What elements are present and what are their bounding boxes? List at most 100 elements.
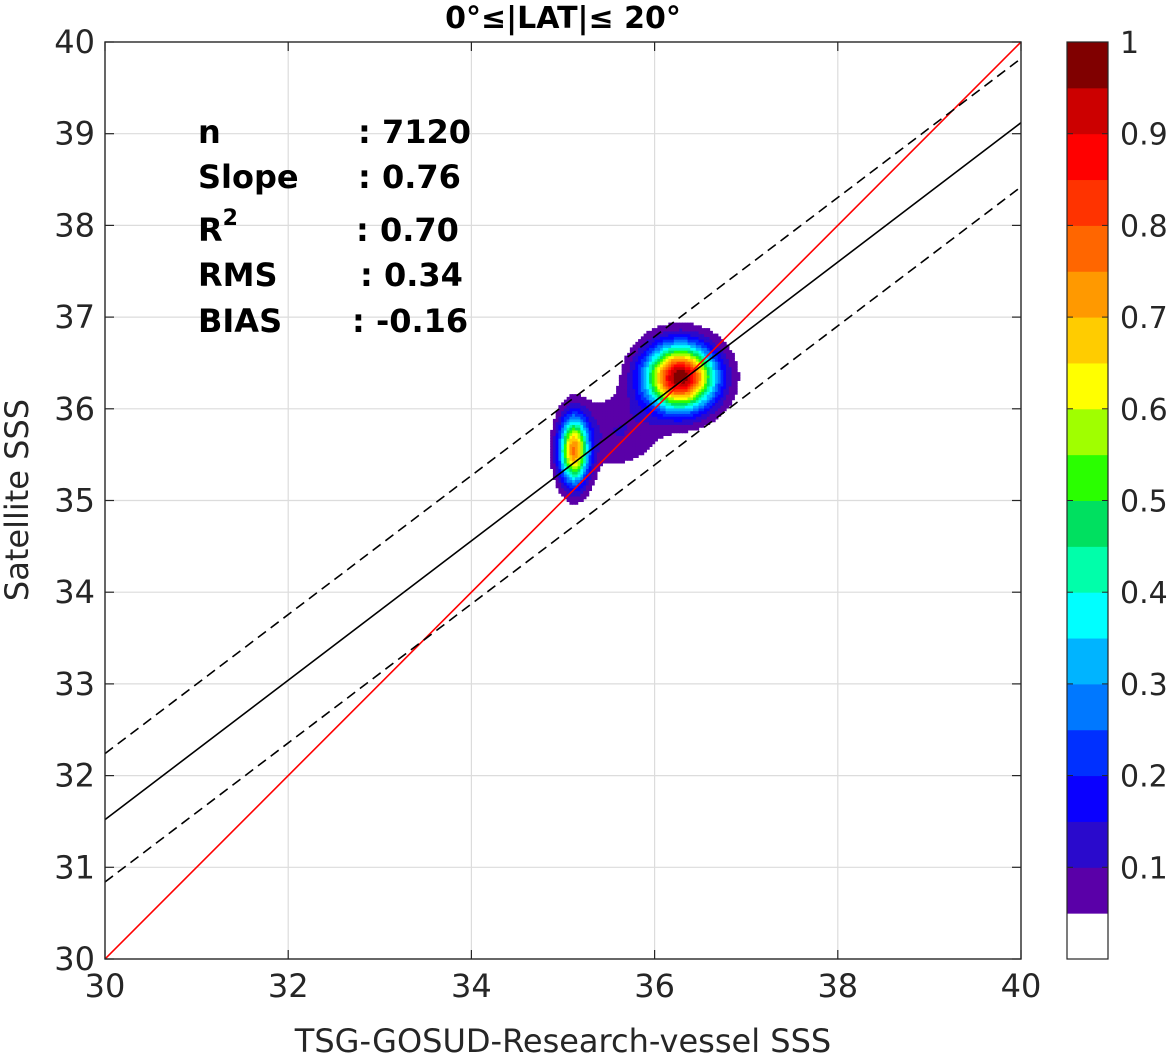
density-cell — [599, 429, 603, 434]
density-cell — [624, 427, 628, 431]
density-cell — [660, 383, 664, 387]
density-cell — [563, 432, 568, 436]
density-cell — [572, 468, 576, 472]
density-cell — [624, 383, 628, 387]
density-cell — [728, 388, 733, 392]
density-cell — [717, 407, 722, 412]
density-cell — [627, 369, 631, 373]
density-cell — [665, 421, 669, 425]
density-cell — [638, 427, 642, 431]
density-cell — [676, 413, 680, 417]
density-cell — [572, 394, 576, 398]
density-cell — [638, 366, 642, 370]
density-cell — [580, 418, 584, 423]
density-cell — [646, 396, 650, 401]
density-cell — [646, 421, 650, 425]
density-cell — [665, 377, 669, 381]
density-cell — [668, 410, 672, 414]
density-cell — [684, 427, 689, 431]
density-cell — [596, 468, 601, 472]
density-cell — [561, 457, 565, 461]
density-cell — [720, 341, 724, 346]
density-cell — [673, 369, 678, 373]
density-cell — [660, 427, 664, 431]
density-cell — [569, 484, 573, 489]
density-cell — [632, 410, 636, 414]
density-cell — [629, 407, 634, 412]
density-cell — [684, 391, 689, 395]
density-cell — [654, 402, 658, 406]
density-cell — [706, 369, 711, 373]
density-cell — [599, 462, 603, 467]
density-cell — [671, 322, 675, 326]
density-cell — [588, 405, 592, 409]
density-cell — [627, 410, 631, 414]
density-cell — [618, 443, 623, 447]
density-cell — [596, 405, 601, 409]
density-cell — [607, 418, 612, 423]
density-cell — [668, 380, 672, 384]
density-cell — [555, 462, 560, 467]
density-cell — [726, 385, 730, 390]
density-cell — [635, 416, 639, 420]
density-cell — [673, 391, 678, 395]
density-cell — [599, 410, 603, 414]
density-cell — [577, 413, 582, 417]
density-cell — [640, 336, 645, 340]
density-cell — [690, 325, 694, 329]
density-cell — [561, 421, 565, 425]
density-cell — [684, 416, 689, 420]
density-cell — [635, 385, 639, 390]
density-cell — [690, 358, 694, 362]
density-cell — [632, 413, 636, 417]
density-cell — [635, 388, 639, 392]
density-cell — [561, 479, 565, 483]
density-cell — [690, 410, 694, 414]
density-cell — [668, 377, 672, 381]
density-cell — [728, 350, 733, 354]
density-cell — [662, 369, 667, 373]
density-cell — [635, 451, 639, 456]
density-cell — [618, 421, 623, 425]
density-cell — [671, 325, 675, 329]
density-cell — [679, 352, 683, 357]
density-cell — [654, 407, 658, 412]
density-cell — [566, 460, 571, 464]
density-cell — [698, 380, 702, 384]
density-cell — [569, 476, 573, 481]
density-cell — [563, 443, 568, 447]
density-cell — [643, 424, 647, 428]
density-cell — [695, 352, 700, 357]
density-cell — [558, 476, 562, 481]
density-cell — [649, 372, 653, 376]
density-cell — [673, 418, 678, 423]
density-cell — [695, 424, 700, 428]
density-cell — [687, 391, 691, 395]
density-cell — [715, 399, 719, 403]
density-cell — [726, 405, 730, 409]
density-cell — [698, 339, 702, 343]
density-cell — [731, 385, 735, 390]
density-cell — [632, 363, 636, 368]
density-cell — [627, 385, 631, 390]
density-cell — [693, 399, 697, 403]
density-cell — [607, 454, 612, 459]
density-cell — [635, 427, 639, 431]
density-cell — [646, 369, 650, 373]
density-cell — [717, 394, 722, 398]
density-cell — [569, 421, 573, 425]
x-tick-label: 38 — [817, 967, 858, 1005]
density-cell — [726, 366, 730, 370]
density-cell — [585, 460, 590, 464]
density-cell — [577, 484, 582, 489]
density-cell — [569, 416, 573, 420]
density-cell — [704, 339, 708, 343]
density-cell — [588, 413, 592, 417]
density-cell — [715, 361, 719, 365]
density-cell — [651, 391, 656, 395]
density-cell — [701, 369, 705, 373]
density-cell — [583, 490, 587, 494]
density-cell — [561, 418, 565, 423]
density-cell — [646, 358, 650, 362]
density-cell — [660, 355, 664, 359]
